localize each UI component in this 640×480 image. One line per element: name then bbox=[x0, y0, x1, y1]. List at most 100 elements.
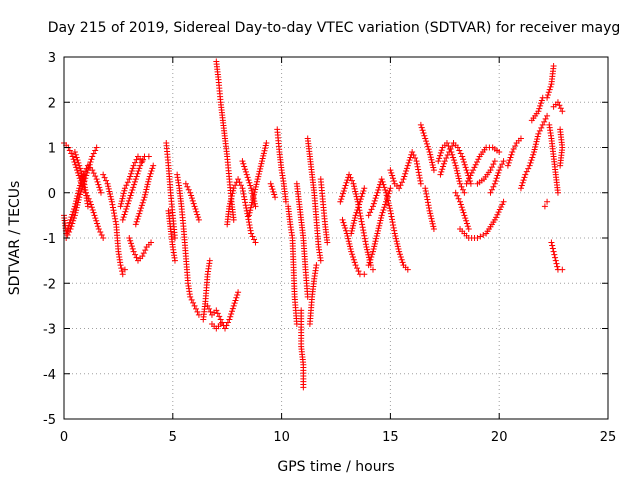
data-point bbox=[93, 217, 100, 224]
data-point bbox=[252, 203, 259, 210]
data-point bbox=[84, 167, 91, 174]
data-point bbox=[195, 216, 202, 223]
data-point bbox=[313, 262, 320, 269]
data-point bbox=[237, 182, 244, 189]
data-point bbox=[427, 213, 434, 220]
data-point bbox=[129, 165, 136, 172]
data-point bbox=[373, 192, 380, 199]
data-point bbox=[95, 181, 102, 188]
data-point bbox=[138, 202, 145, 209]
data-point bbox=[455, 175, 462, 182]
data-point bbox=[390, 221, 397, 228]
data-point bbox=[135, 168, 142, 175]
data-point bbox=[251, 200, 258, 207]
data-point bbox=[139, 199, 146, 206]
data-point bbox=[385, 190, 392, 197]
data-point bbox=[121, 185, 128, 192]
data-point bbox=[254, 178, 261, 185]
data-point bbox=[518, 182, 525, 189]
data-point bbox=[554, 189, 561, 196]
data-point bbox=[493, 214, 500, 221]
data-point bbox=[354, 265, 361, 272]
x-tick-label: 25 bbox=[600, 430, 617, 445]
data-point bbox=[143, 183, 150, 190]
x-tick-label: 15 bbox=[382, 430, 399, 445]
y-tick-label: 0 bbox=[48, 187, 56, 202]
data-point bbox=[140, 250, 147, 257]
data-point bbox=[397, 182, 404, 189]
data-point bbox=[388, 213, 395, 220]
data-point bbox=[242, 202, 249, 209]
data-point bbox=[97, 228, 104, 235]
data-point bbox=[128, 240, 135, 247]
data-point bbox=[488, 186, 495, 193]
data-point bbox=[349, 251, 356, 258]
data-point bbox=[101, 174, 108, 181]
data-point bbox=[394, 240, 401, 247]
data-point bbox=[235, 289, 242, 296]
y-tick-label: -1 bbox=[43, 232, 56, 247]
data-point bbox=[89, 153, 96, 160]
data-point bbox=[339, 193, 346, 200]
data-point bbox=[361, 235, 368, 242]
data-point bbox=[422, 188, 429, 195]
data-point bbox=[148, 168, 155, 175]
data-point bbox=[463, 180, 470, 187]
data-point bbox=[394, 243, 401, 250]
x-tick-label: 0 bbox=[60, 430, 68, 445]
data-point bbox=[247, 182, 254, 189]
data-point bbox=[379, 178, 386, 185]
data-point bbox=[355, 204, 362, 211]
data-point bbox=[435, 158, 442, 165]
data-point bbox=[119, 271, 126, 278]
data-point bbox=[69, 211, 76, 218]
x-axis-label: GPS time / hours bbox=[277, 459, 394, 475]
data-point bbox=[451, 159, 458, 166]
data-point bbox=[129, 187, 136, 194]
data-point bbox=[76, 194, 83, 201]
data-point bbox=[348, 248, 355, 255]
data-point bbox=[68, 223, 75, 230]
data-point bbox=[417, 180, 424, 187]
data-point bbox=[496, 167, 503, 174]
data-point bbox=[94, 223, 101, 230]
data-point bbox=[86, 161, 93, 168]
data-point bbox=[120, 190, 127, 197]
data-point bbox=[417, 121, 424, 128]
data-point bbox=[425, 146, 432, 153]
data-point bbox=[545, 89, 552, 96]
data-point bbox=[506, 157, 513, 164]
data-point bbox=[108, 196, 115, 203]
data-point bbox=[341, 185, 348, 192]
data-point bbox=[537, 102, 544, 109]
data-point bbox=[374, 227, 381, 234]
data-point bbox=[554, 263, 561, 270]
data-point bbox=[227, 313, 234, 320]
data-point bbox=[366, 259, 373, 266]
data-point bbox=[242, 199, 249, 206]
data-point bbox=[268, 183, 275, 190]
data-point bbox=[148, 239, 155, 246]
data-point bbox=[548, 239, 555, 246]
data-point bbox=[120, 214, 127, 221]
data-point bbox=[554, 99, 561, 106]
data-point bbox=[249, 233, 256, 240]
data-point bbox=[374, 230, 381, 237]
data-point bbox=[242, 168, 249, 175]
data-point bbox=[195, 214, 202, 221]
data-point bbox=[521, 174, 528, 181]
data-point bbox=[418, 124, 425, 131]
data-point bbox=[428, 215, 435, 222]
data-point bbox=[68, 150, 75, 157]
data-point bbox=[468, 169, 475, 176]
data-point bbox=[121, 266, 128, 273]
data-point bbox=[391, 230, 398, 237]
x-tick-label: 5 bbox=[169, 430, 177, 445]
data-point bbox=[73, 207, 80, 214]
data-point bbox=[498, 203, 505, 210]
data-point bbox=[339, 216, 346, 223]
data-point bbox=[146, 173, 153, 180]
data-point bbox=[182, 180, 189, 187]
y-tick-label: -3 bbox=[43, 323, 56, 338]
